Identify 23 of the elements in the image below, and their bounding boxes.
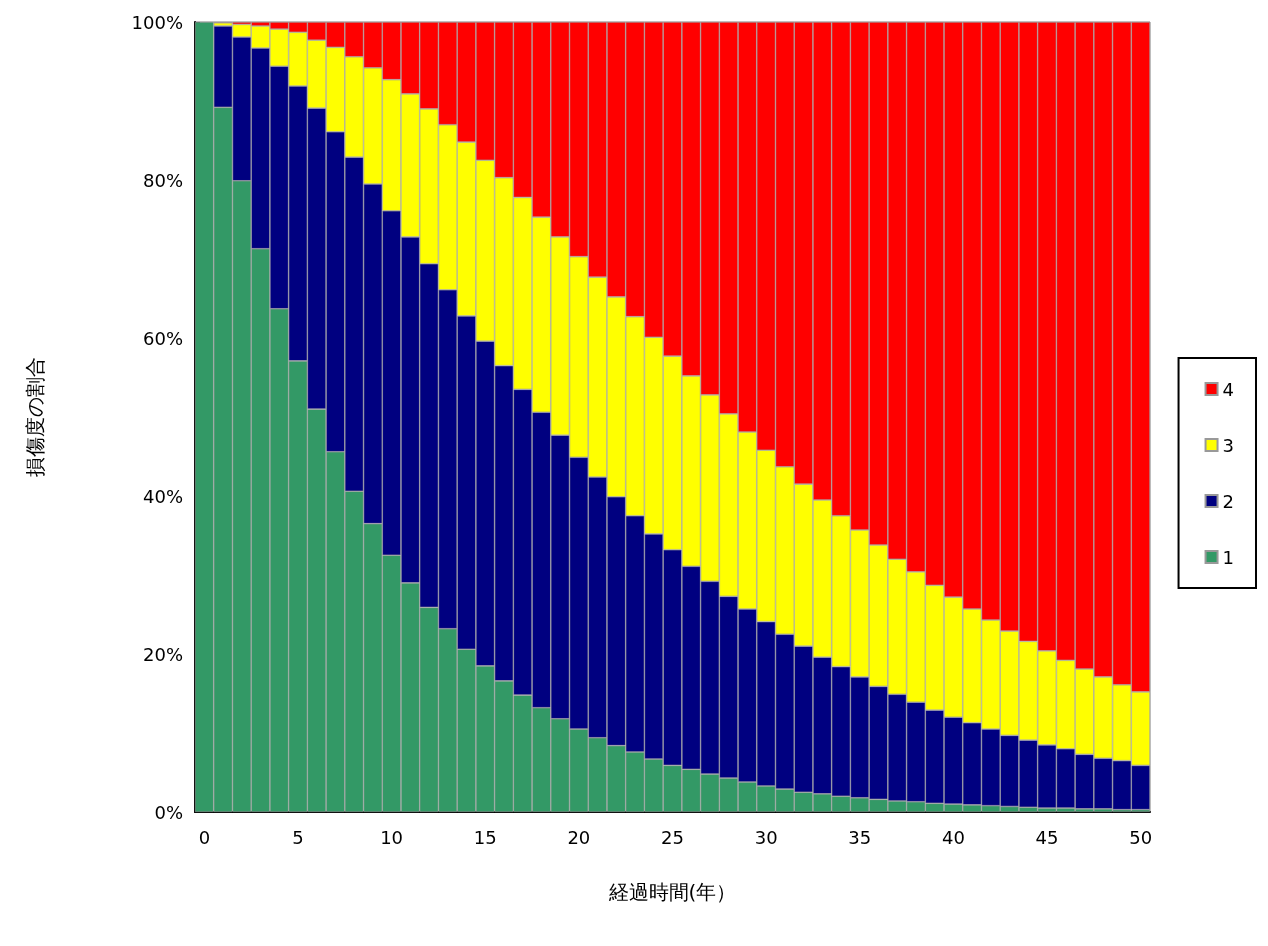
y-axis-title: 損傷度の割合 [23, 357, 47, 477]
y-tick-label: 40% [142, 485, 183, 507]
y-tick-label: 0% [154, 801, 183, 823]
x-tick-label: 50 [1129, 826, 1153, 848]
x-tick-label: 35 [848, 826, 872, 848]
x-tick-label: 20 [567, 826, 591, 848]
x-tick-label: 45 [1035, 826, 1059, 848]
legend-label: 1 [1222, 546, 1234, 568]
x-tick-label: 10 [380, 826, 404, 848]
x-tick-label: 15 [473, 826, 497, 848]
y-tick-label: 80% [142, 169, 183, 191]
legend-label: 4 [1222, 378, 1234, 400]
x-axis-title: 経過時間(年） [607, 880, 737, 904]
x-tick-label: 0 [198, 826, 211, 848]
y-tick-label: 60% [142, 327, 183, 349]
legend-label: 2 [1222, 490, 1234, 512]
x-tick-label: 40 [941, 826, 965, 848]
legend-label: 3 [1222, 434, 1234, 456]
x-tick-label: 25 [661, 826, 684, 848]
x-tick-label: 5 [292, 826, 304, 848]
x-tick-label: 30 [754, 826, 778, 848]
y-tick-label: 20% [142, 643, 183, 665]
y-tick-label: 100% [131, 11, 183, 33]
